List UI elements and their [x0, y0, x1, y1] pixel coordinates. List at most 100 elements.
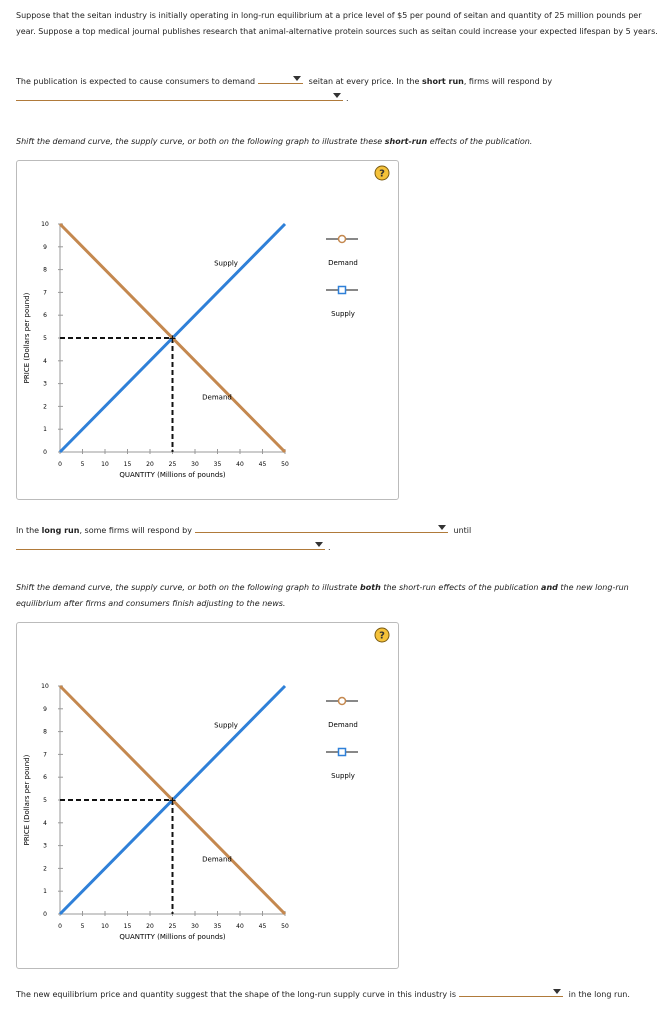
x-tick-label: 25	[169, 461, 177, 468]
y-tick-label: 3	[43, 381, 47, 388]
curve-label: Demand	[202, 393, 232, 401]
y-tick-label: 6	[43, 312, 47, 319]
legend-marker	[337, 747, 347, 757]
x-tick-label: 25	[169, 923, 177, 930]
dropdown[interactable]	[16, 90, 343, 101]
y-tick-label: 5	[43, 797, 47, 804]
dropdown[interactable]	[459, 986, 564, 997]
help-icon[interactable]	[374, 165, 390, 181]
text: short run	[422, 77, 464, 86]
y-axis-label: PRICE (Dollars per pound)	[23, 292, 31, 383]
y-tick-label: 1	[43, 426, 47, 433]
text: seitan at every price. In the	[308, 77, 420, 86]
instruction-1: Shift the demand curve, the supply curve…	[16, 134, 661, 150]
y-tick-label: 0	[43, 449, 47, 456]
x-tick-label: 50	[281, 461, 289, 468]
x-tick-label: 20	[146, 923, 154, 930]
y-tick-label: 8	[43, 267, 47, 274]
y-axis-label: PRICE (Dollars per pound)	[23, 754, 31, 845]
curve-label: Demand	[202, 855, 232, 863]
x-axis-label: QUANTITY (Millions of pounds)	[119, 471, 226, 479]
text: Shift the demand curve, the supply curve…	[16, 583, 358, 592]
y-tick-label: 4	[43, 358, 47, 365]
legend-marker	[337, 285, 347, 295]
y-tick-label: 6	[43, 774, 47, 781]
x-tick-label: 45	[259, 923, 267, 930]
curve-label: Supply	[214, 722, 238, 730]
question-2: In the long run, some firms will respond…	[16, 522, 661, 556]
help-icon[interactable]	[374, 627, 390, 643]
text: in the long run.	[568, 990, 630, 999]
y-tick-label: 10	[41, 221, 49, 228]
x-tick-label: 45	[259, 461, 267, 468]
legend-label: Supply	[331, 772, 355, 780]
graph-box: ? 0 1 2 3 4 5 6 7 8 9 10 0 5 10 15 20 25 30 35 40 45 50 PRICE (…	[16, 622, 399, 969]
text: The publication is expected to cause con…	[16, 77, 256, 86]
x-tick-label: 15	[124, 461, 132, 468]
question-1: The publication is expected to cause con…	[16, 73, 661, 107]
dropdown[interactable]	[194, 522, 448, 533]
legend-label: Supply	[331, 310, 355, 318]
x-tick-label: 30	[191, 461, 199, 468]
y-tick-label: 1	[43, 888, 47, 895]
text: the new long-run equilibrium after firms…	[16, 583, 629, 608]
text: effects of the publication.	[429, 137, 533, 146]
x-tick-label: 5	[81, 923, 85, 930]
graph-box: ? 0 1 2 3 4 5 6 7 8 9 10 0 5 10 15 20 25 30 35 40 45 50 PRICE (…	[16, 160, 399, 500]
y-tick-label: 2	[43, 403, 47, 410]
x-tick-label: 40	[236, 461, 244, 468]
help-icon-text: ?	[379, 631, 385, 642]
y-tick-label: 8	[43, 729, 47, 736]
legend-marker	[337, 234, 347, 244]
y-tick-label: 7	[43, 751, 47, 758]
y-tick-label: 9	[43, 244, 47, 251]
legend-marker	[337, 696, 347, 706]
x-axis-label: QUANTITY (Millions of pounds)	[119, 933, 226, 941]
help-icon-text: ?	[379, 169, 385, 180]
text: , firms will respond by	[463, 77, 553, 86]
x-tick-label: 15	[124, 923, 132, 930]
y-tick-label: 9	[43, 706, 47, 713]
text: In the	[16, 526, 40, 535]
dropdown[interactable]	[16, 539, 325, 550]
y-tick-label: 7	[43, 289, 47, 296]
x-tick-label: 40	[236, 923, 244, 930]
x-tick-label: 0	[58, 461, 62, 468]
intro: Suppose that the seitan industry is init…	[16, 11, 658, 36]
legend-label: Demand	[328, 259, 358, 267]
curve	[58, 222, 287, 454]
curve	[58, 684, 287, 916]
text: , some firms will respond by	[79, 526, 192, 535]
x-tick-label: 50	[281, 923, 289, 930]
x-tick-label: 30	[191, 923, 199, 930]
x-tick-label: 0	[58, 923, 62, 930]
text: until	[453, 526, 472, 535]
y-tick-label: 4	[43, 820, 47, 827]
y-tick-label: 5	[43, 335, 47, 342]
dropdown[interactable]	[258, 73, 304, 84]
text: long run	[41, 526, 80, 535]
text: both	[360, 583, 381, 592]
text: short-run	[384, 137, 428, 146]
equilibrium-marker: +	[168, 796, 176, 807]
legend-label: Demand	[328, 721, 358, 729]
equilibrium-marker: +	[168, 334, 176, 345]
text: and	[541, 583, 558, 592]
x-tick-label: 35	[214, 923, 222, 930]
text: the short-run effects of the publication	[383, 583, 539, 592]
y-tick-label: 3	[43, 843, 47, 850]
x-tick-label: 10	[101, 923, 109, 930]
text: .	[328, 543, 331, 552]
x-tick-label: 20	[146, 461, 154, 468]
text: The new equilibrium price and quantity s…	[16, 990, 457, 999]
instruction-2: Shift the demand curve, the supply curve…	[16, 580, 661, 612]
text: Shift the demand curve, the supply curve…	[16, 137, 383, 146]
text: .	[346, 94, 349, 103]
y-tick-label: 2	[43, 865, 47, 872]
curve-label: Supply	[214, 260, 238, 268]
y-tick-label: 0	[43, 911, 47, 918]
y-tick-label: 10	[41, 683, 49, 690]
